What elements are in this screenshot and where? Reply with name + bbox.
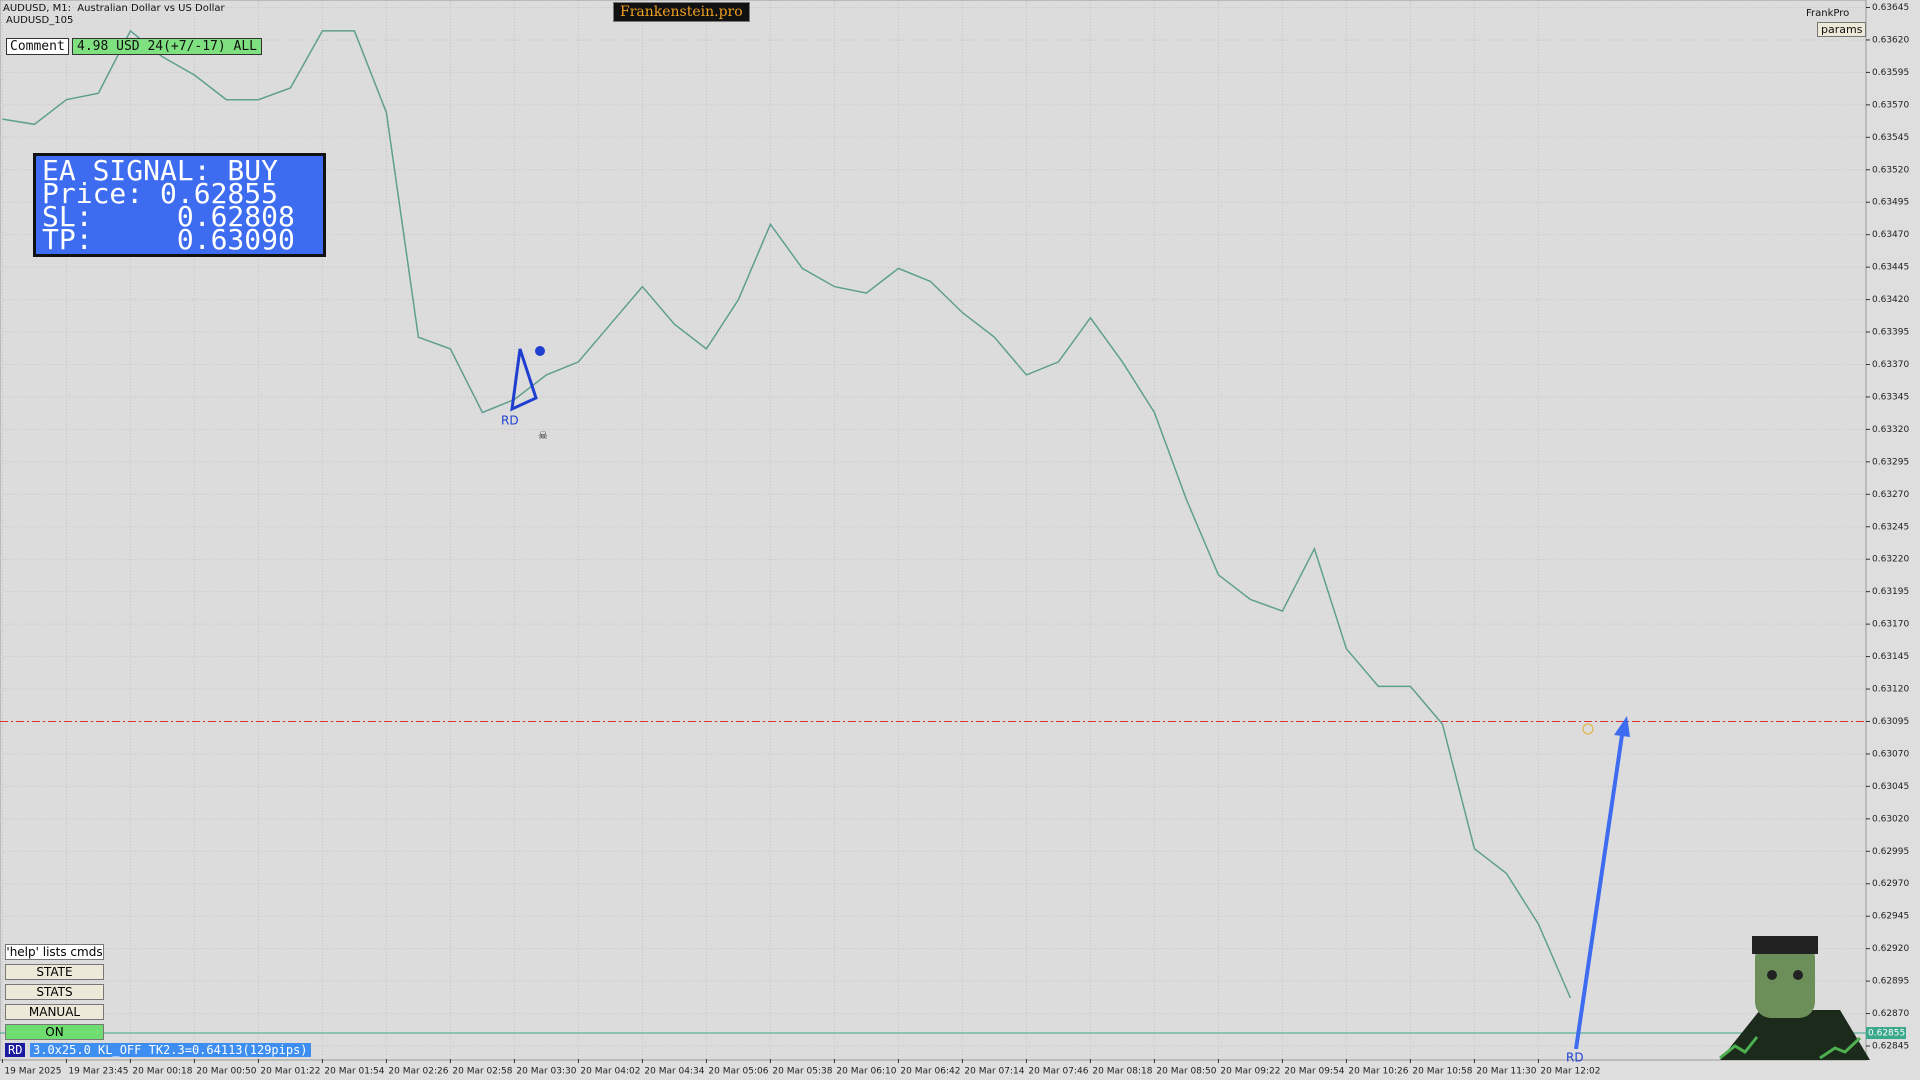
y-tick-label: 0.63545 [1872,133,1909,143]
x-tick-label: 20 Mar 05:38 [772,1067,832,1077]
signal-line: SL: 0.62808 [42,200,295,233]
y-tick-label: 0.63295 [1872,457,1909,467]
on-button[interactable]: ON [5,1024,104,1040]
y-tick-label: 0.63170 [1872,620,1909,630]
target-marker [1582,723,1594,735]
x-tick-label: 20 Mar 00:50 [196,1067,256,1077]
y-tick-label: 0.63520 [1872,165,1909,175]
y-tick-label: 0.63045 [1872,782,1909,792]
y-tick-label: 0.63095 [1872,717,1909,727]
state-button[interactable]: STATE [5,964,104,980]
y-tick-label: 0.62870 [1872,1009,1909,1019]
account-label: AUDUSD_105 [6,15,74,26]
price-line [2,29,1572,999]
y-tick-label: 0.63470 [1872,230,1909,240]
y-tick-label: 0.63245 [1872,522,1909,532]
current-price-box [1866,1027,1906,1040]
x-tick-label: 20 Mar 07:14 [964,1067,1024,1077]
y-tick-label: 0.63345 [1872,392,1909,402]
y-tick-label: 0.63070 [1872,749,1909,759]
y-tick-label: 0.63420 [1872,295,1909,305]
x-tick-label: 20 Mar 03:30 [516,1067,576,1077]
x-tick-label: 20 Mar 12:02 [1540,1067,1600,1077]
x-tick-label: 20 Mar 05:06 [708,1067,768,1077]
signal-line: Price: 0.62855 [42,177,279,210]
brand-label[interactable]: Frankenstein.pro [613,2,750,22]
x-tick-label: 20 Mar 00:18 [132,1067,192,1077]
y-tick-label: 0.63195 [1872,587,1909,597]
signal-panel: EA SIGNAL: BUY Price: 0.62855 SL: 0.6280… [33,153,326,257]
x-tick-label: 20 Mar 06:42 [900,1067,960,1077]
logo [1719,936,1870,1060]
x-tick-label: 20 Mar 02:26 [388,1067,448,1077]
target-arrowhead [1614,716,1630,737]
pattern-marker [535,346,545,356]
x-tick-label: 20 Mar 04:02 [580,1067,640,1077]
y-tick-label: 0.63370 [1872,360,1909,370]
x-tick-label: 20 Mar 06:10 [836,1067,896,1077]
help-button[interactable]: 'help' lists cmds [5,944,104,960]
stats-button[interactable]: STATS [5,984,104,1000]
pattern-triangle [510,348,538,412]
y-tick-label: 0.63120 [1872,685,1909,695]
x-tick-label: 20 Mar 04:34 [644,1067,704,1077]
x-tick-label: 20 Mar 09:22 [1220,1067,1280,1077]
skull-icon: ☠ [538,429,548,442]
y-tick-label: 0.62995 [1872,847,1909,857]
manual-button[interactable]: MANUAL [5,1004,104,1020]
y-tick-label: 0.62970 [1872,879,1909,889]
x-tick-label: 20 Mar 10:26 [1348,1067,1408,1077]
x-tick-label: 20 Mar 08:50 [1156,1067,1216,1077]
y-tick-label: 0.63395 [1872,328,1909,338]
y-tick-label: 0.63595 [1872,68,1909,78]
y-tick-label: 0.63020 [1872,814,1909,824]
y-tick-label: 0.63570 [1872,100,1909,110]
signal-line: EA SIGNAL: BUY [42,154,279,187]
y-tick-label: 0.63220 [1872,555,1909,565]
x-tick-label: 20 Mar 08:18 [1092,1067,1152,1077]
y-tick-label: 0.63270 [1872,490,1909,500]
x-tick-label: 19 Mar 2025 [4,1067,61,1077]
status-text: 3.0x25.0 KL_OFF TK2.3=0.64113(129pips) [30,1043,311,1057]
signal-line: TP: 0.63090 [42,223,295,256]
x-tick-label: 20 Mar 01:54 [324,1067,384,1077]
y-tick-label: 0.62945 [1872,912,1909,922]
user-label: FrankPro [1806,8,1850,19]
symbol-title: AUDUSD, M1: Australian Dollar vs US Doll… [3,3,225,14]
x-tick-label: 20 Mar 07:46 [1028,1067,1088,1077]
y-tick-label: 0.63495 [1872,198,1909,208]
y-tick-label: 0.63445 [1872,263,1909,273]
y-tick-label: 0.62895 [1872,977,1909,987]
target-arrow [1574,734,1624,1050]
status-tag: RD [5,1043,26,1057]
params-button[interactable]: params [1817,22,1867,37]
y-tick-label: 0.62845 [1872,1042,1909,1052]
annotation: RD [1566,1051,1584,1065]
y-tick-label: 0.63145 [1872,652,1909,662]
x-tick-label: 20 Mar 10:58 [1412,1067,1472,1077]
annotation: RD [501,414,519,428]
y-tick-label: 0.63320 [1872,425,1909,435]
x-tick-label: 20 Mar 09:54 [1284,1067,1344,1077]
y-tick-label: 0.62920 [1872,944,1909,954]
x-tick-label: 20 Mar 02:58 [452,1067,512,1077]
marks: 0.62855 [0,29,1906,1040]
x-tick-label: 20 Mar 11:30 [1476,1067,1536,1077]
x-tick-label: 19 Mar 23:45 [68,1067,128,1077]
comment-text: 4.98 USD 24(+7/-17) ALL [72,38,263,55]
current-price-label: 0.62855 [1868,1029,1905,1039]
y-tick-label: 0.63645 [1872,3,1909,13]
x-tick-label: 20 Mar 01:22 [260,1067,320,1077]
comment-label: Comment [6,38,69,55]
y-tick-label: 0.63620 [1872,35,1909,45]
